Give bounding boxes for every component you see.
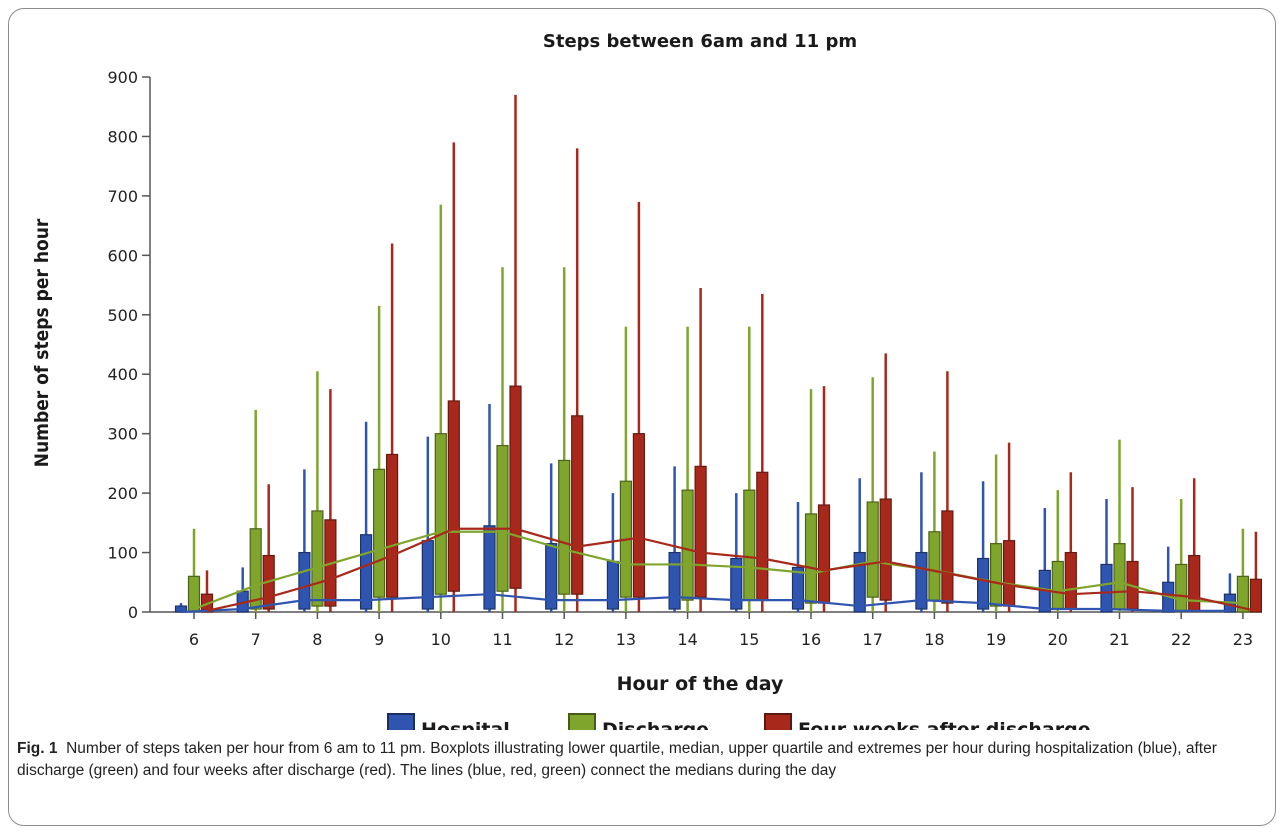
x-tick-label: 23 [1233, 630, 1253, 649]
box [866, 501, 879, 598]
box [1236, 575, 1250, 613]
box [1175, 563, 1188, 612]
box [571, 415, 584, 595]
x-tick-label: 8 [312, 630, 322, 649]
caption-label: Fig. 1 [17, 740, 58, 757]
box [373, 468, 386, 598]
legend-swatch [568, 713, 596, 730]
x-tick-label: 22 [1171, 630, 1191, 649]
box [668, 551, 681, 610]
box [496, 444, 509, 592]
box [606, 560, 620, 610]
box [249, 528, 262, 610]
box [509, 385, 522, 589]
box [681, 489, 694, 601]
x-tick-label: 6 [189, 630, 199, 649]
y-tick-label: 900 [107, 68, 138, 87]
box [632, 433, 646, 598]
x-tick-label: 21 [1109, 630, 1129, 649]
box [545, 543, 558, 610]
box [386, 453, 399, 598]
y-axis-label: Number of steps per hour [31, 218, 53, 467]
x-tick-label: 13 [616, 630, 636, 649]
box [743, 489, 756, 601]
y-tick-label: 700 [107, 187, 138, 206]
box [879, 498, 892, 601]
box [434, 433, 447, 595]
x-tick-label: 10 [431, 630, 451, 649]
box [311, 510, 324, 607]
x-tick-label: 7 [251, 630, 261, 649]
box [483, 525, 496, 610]
legend-label: Hospital [421, 719, 510, 730]
x-tick-label: 16 [801, 630, 821, 649]
box [1002, 540, 1016, 607]
box [791, 566, 805, 610]
legend-swatch [387, 713, 415, 730]
x-tick-label: 11 [492, 630, 512, 649]
box [1064, 551, 1077, 610]
median-line [193, 530, 1243, 611]
x-tick-label: 15 [739, 630, 759, 649]
box [421, 540, 434, 610]
chart-title: Steps between 6am and 11 pm [543, 31, 857, 52]
x-tick-label: 9 [374, 630, 384, 649]
boxplot-chart: Steps between 6am and 11 pm Number of st… [31, 31, 1263, 730]
x-tick-label: 17 [863, 630, 883, 649]
box [976, 557, 990, 610]
box [360, 534, 373, 610]
y-tick-label: 200 [107, 484, 138, 503]
y-tick-label: 100 [107, 544, 138, 563]
box [558, 459, 571, 595]
caption-text: Number of steps taken per hour from 6 am… [17, 740, 1217, 779]
box [989, 543, 1003, 607]
box [447, 400, 460, 592]
y-tick-label: 400 [107, 365, 138, 384]
box [1051, 560, 1064, 610]
median-line [180, 593, 1230, 614]
box [694, 465, 707, 598]
box [804, 513, 818, 604]
legend-swatch [764, 713, 792, 730]
y-tick-label: 500 [107, 306, 138, 325]
box [1100, 563, 1113, 613]
legend-label: Discharge [602, 719, 709, 730]
x-tick-label: 18 [924, 630, 944, 649]
box [1113, 543, 1126, 610]
box [817, 504, 831, 604]
box [730, 557, 743, 610]
box [756, 471, 769, 601]
y-tick-label: 800 [107, 127, 138, 146]
x-tick-label: 14 [677, 630, 697, 649]
box [915, 551, 928, 610]
y-tick-label: 0 [128, 603, 138, 622]
box [1249, 578, 1263, 613]
figure-frame [8, 8, 1276, 826]
median-line [206, 527, 1257, 612]
legend-label: Four weeks after discharge [798, 719, 1091, 730]
box [941, 510, 954, 604]
x-tick-label: 12 [554, 630, 574, 649]
figure-caption: Fig. 1 Number of steps taken per hour fr… [17, 738, 1257, 782]
x-axis-label: Hour of the day [617, 673, 784, 695]
box [853, 551, 866, 613]
box [298, 551, 311, 610]
y-tick-label: 300 [107, 425, 138, 444]
box [1188, 554, 1201, 612]
box [928, 531, 941, 601]
x-tick-label: 20 [1048, 630, 1068, 649]
x-tick-label: 19 [986, 630, 1006, 649]
y-tick-label: 600 [107, 246, 138, 265]
